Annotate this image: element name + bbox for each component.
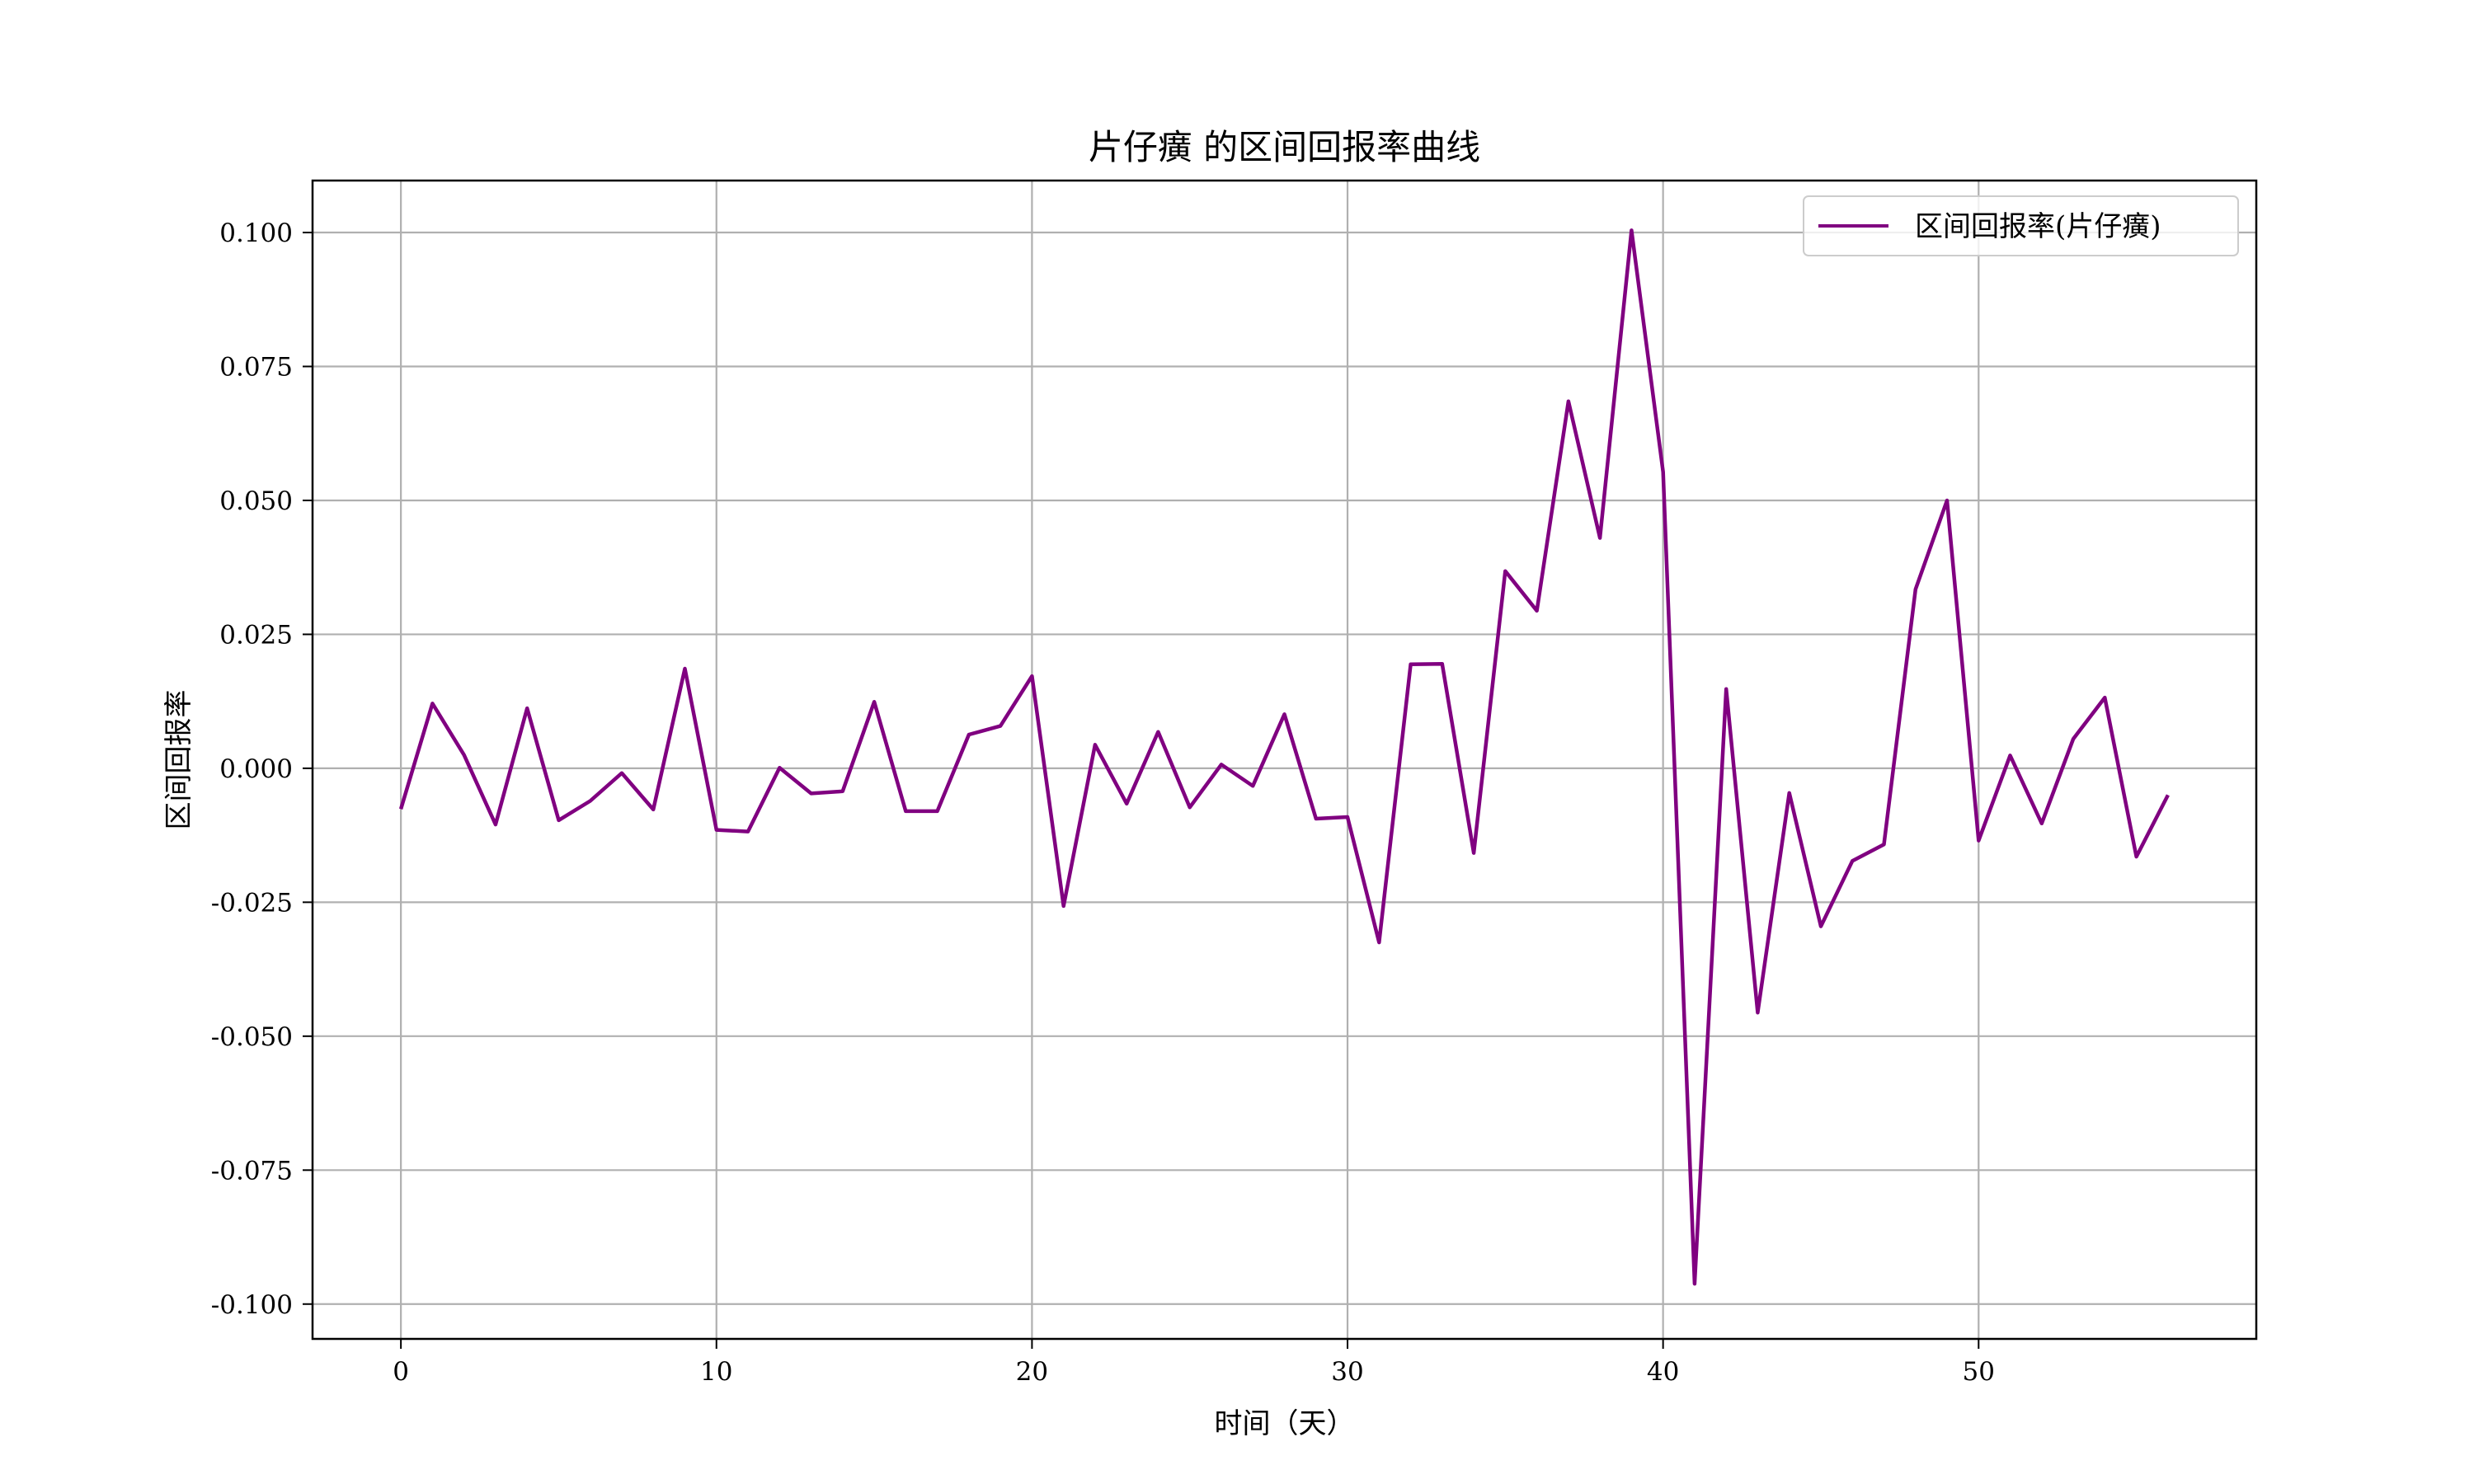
- x-tick-label: 10: [700, 1357, 732, 1387]
- plot-frame: [311, 179, 2258, 1341]
- chart-title: 片仔癀 的区间回报率曲线: [1089, 127, 1480, 167]
- grid: [313, 181, 2256, 1339]
- x-tick-label: 50: [1963, 1357, 1995, 1387]
- y-tick-label: 0.025: [219, 620, 293, 650]
- series-layer: [398, 228, 2170, 1286]
- y-tick-label: -0.025: [211, 888, 293, 918]
- y-tick-label: 0.075: [219, 353, 293, 383]
- x-tick-label: 40: [1647, 1357, 1679, 1387]
- y-axis-label: 区间回报率: [162, 690, 195, 830]
- y-tick-label: -0.100: [211, 1290, 293, 1320]
- legend: 区间回报率(片仔癀): [1803, 195, 2239, 256]
- y-tick-label: -0.075: [211, 1156, 293, 1186]
- ticks: 0 10 20 30 40 50 -0.100 -0.075 -0.050 -0.025 0.000…: [211, 218, 1995, 1387]
- x-axis-label: 时间（天）: [1215, 1407, 1355, 1440]
- x-tick-label: 30: [1331, 1357, 1363, 1387]
- y-tick-label: 0.050: [219, 486, 293, 516]
- x-tick-label: 0: [393, 1357, 409, 1387]
- y-tick-label: 0.000: [219, 754, 293, 784]
- y-tick-label: 0.100: [219, 218, 293, 248]
- legend-box: [1803, 195, 2239, 256]
- legend-label: 区间回报率(片仔癀): [1915, 210, 2161, 243]
- x-tick-label: 20: [1016, 1357, 1048, 1387]
- y-tick-label: -0.050: [211, 1022, 293, 1052]
